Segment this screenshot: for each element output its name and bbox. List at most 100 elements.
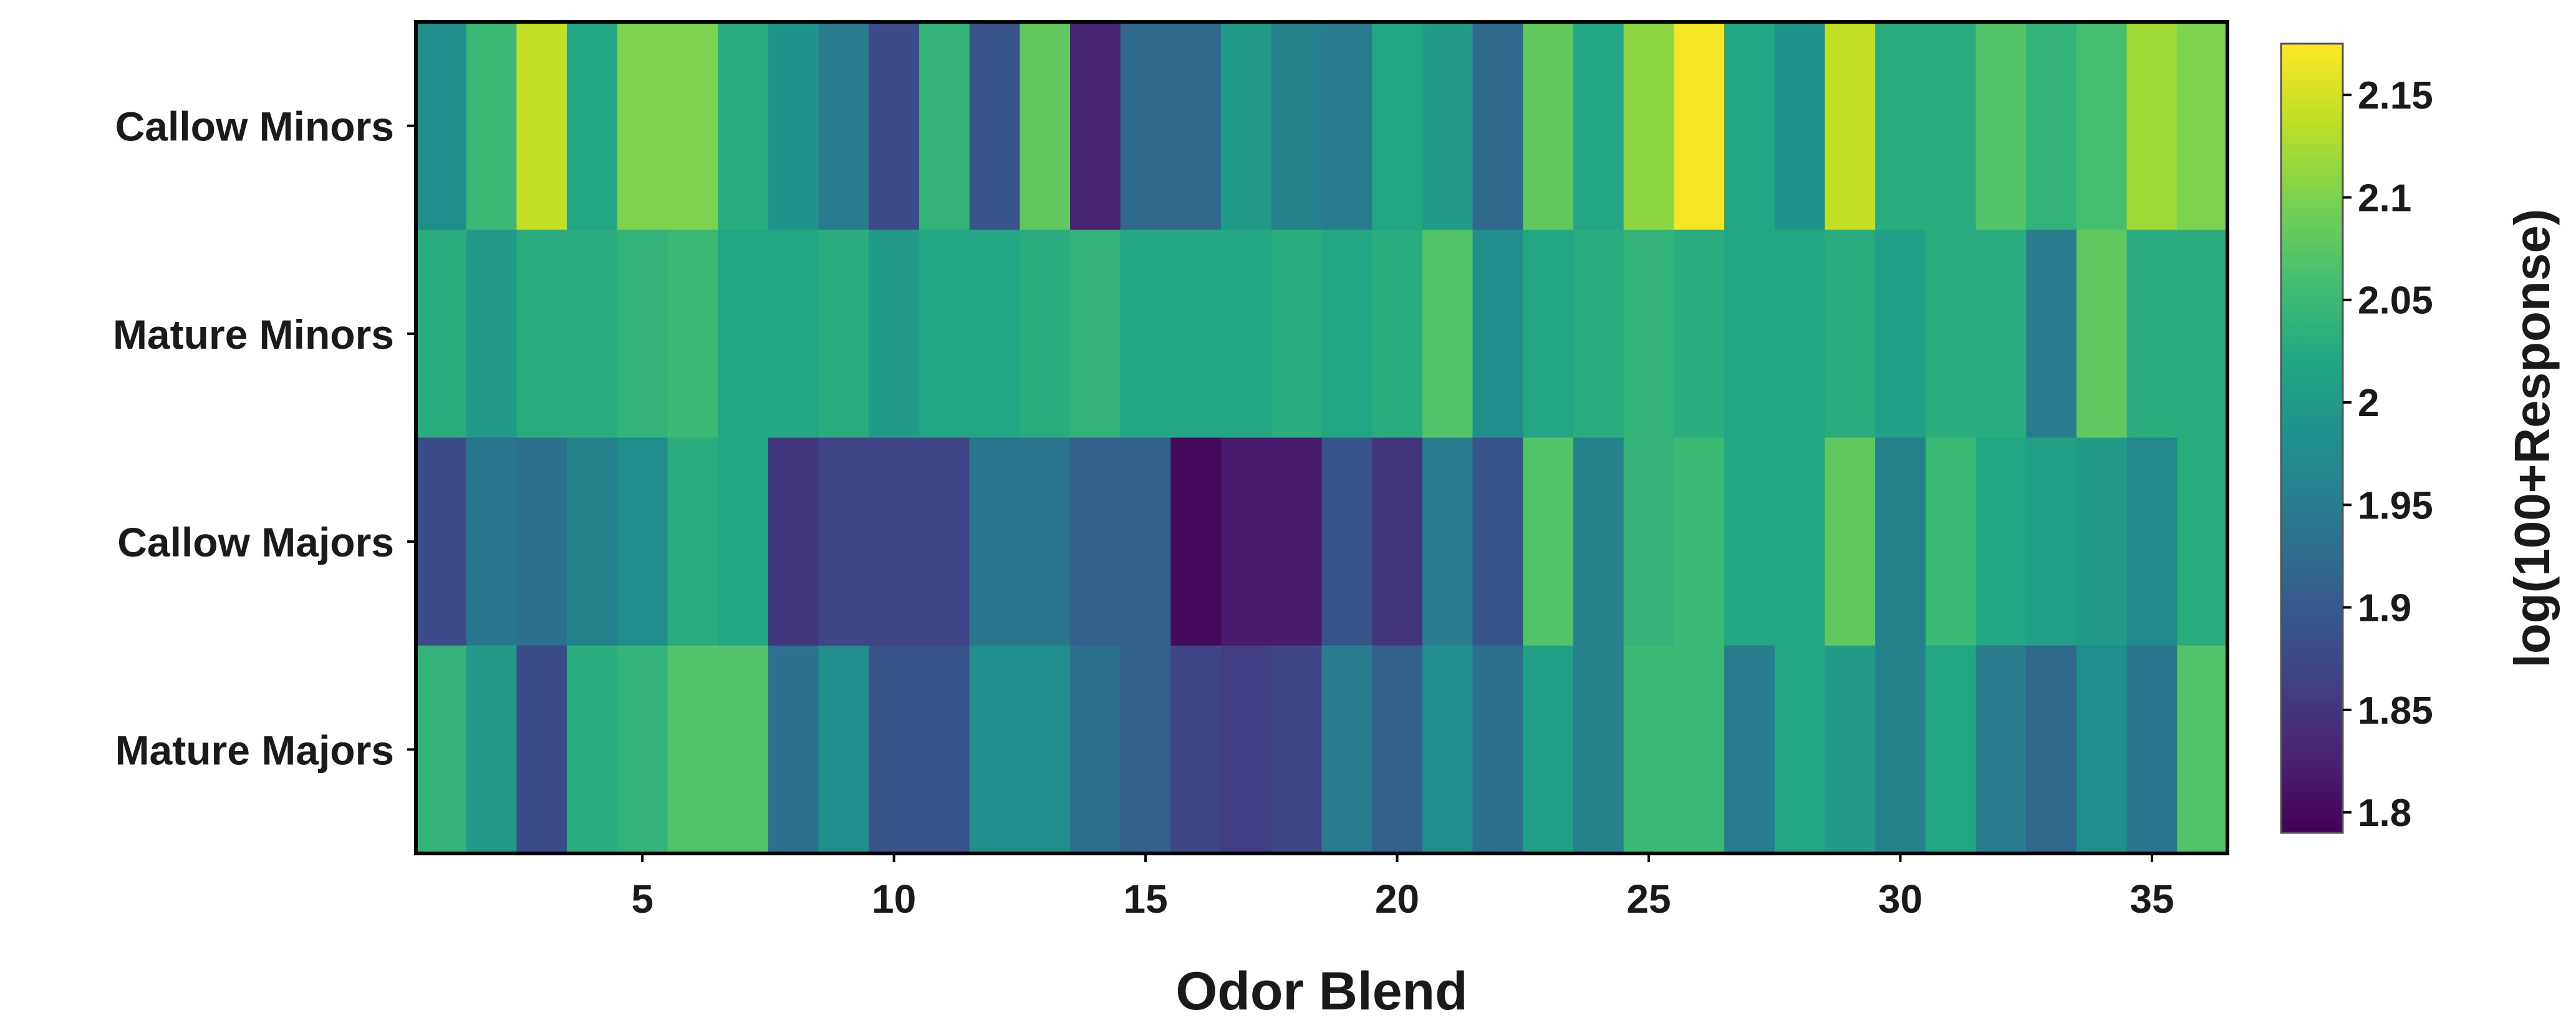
heatmap-cell <box>416 437 467 646</box>
heatmap-cell <box>1724 437 1775 646</box>
heatmap-cell <box>1724 645 1775 854</box>
heatmap-cell <box>1573 645 1624 854</box>
heatmap-cell <box>1020 645 1071 854</box>
heatmap-cell <box>1875 437 1926 646</box>
row-label: Mature Minors <box>113 311 394 357</box>
x-tick-label: 20 <box>1375 877 1419 921</box>
heatmap-cell <box>1674 230 1725 439</box>
heatmap-cell <box>1372 230 1423 439</box>
heatmap-cell <box>1170 437 1222 646</box>
heatmap-cell <box>1975 645 2027 854</box>
heatmap-cell <box>1674 22 1725 230</box>
heatmap-cell <box>1774 437 1826 646</box>
heatmap-cell <box>869 22 920 230</box>
heatmap-cell <box>2126 230 2178 439</box>
heatmap-cell <box>1925 437 1977 646</box>
x-axis-ticks: 5 10 15 20 25 30 35 <box>631 853 2174 921</box>
row-label: Callow Majors <box>117 519 394 565</box>
heatmap-cell <box>416 230 467 439</box>
heatmap-cells <box>416 22 2228 854</box>
heatmap-cell <box>1120 645 1172 854</box>
heatmap-cell <box>1271 645 1323 854</box>
heatmap-cell <box>2026 230 2077 439</box>
heatmap-cell <box>1875 230 1926 439</box>
heatmap-cell <box>1825 230 1876 439</box>
heatmap-cell <box>1925 230 1977 439</box>
heatmap-cell <box>416 645 467 854</box>
heatmap-cell <box>818 645 869 854</box>
heatmap-cell <box>768 22 819 230</box>
heatmap-cell <box>1623 645 1674 854</box>
heatmap-cell <box>1623 230 1674 439</box>
heatmap-cell <box>1120 437 1172 646</box>
plot-frame <box>414 20 2229 855</box>
heatmap-cell <box>869 645 920 854</box>
colorbar-ticks: 1.8 1.85 1.9 1.95 2 2.05 2.1 2.15 <box>2343 74 2433 835</box>
heatmap-cell <box>2076 22 2128 230</box>
heatmap-cell <box>516 645 567 854</box>
heatmap-cell <box>919 22 970 230</box>
heatmap-cell <box>869 230 920 439</box>
heatmap-cell <box>1875 645 1926 854</box>
heatmap-cell <box>1774 230 1826 439</box>
heatmap-cell <box>1523 230 1574 439</box>
heatmap-cell <box>1472 230 1523 439</box>
heatmap-cell <box>466 22 517 230</box>
heatmap-cell <box>1271 22 1323 230</box>
x-tick-label: 5 <box>631 877 654 921</box>
heatmap-cell <box>1221 230 1272 439</box>
heatmap-cell <box>2177 230 2228 439</box>
heatmap-cell <box>1070 437 1121 646</box>
colorbar-tick-label: 2.15 <box>2358 74 2433 117</box>
row-label: Callow Minors <box>115 104 394 150</box>
heatmap-cell <box>768 230 819 439</box>
x-tick-label: 15 <box>1123 877 1167 921</box>
heatmap-cell <box>617 22 668 230</box>
heatmap-cell <box>1372 645 1423 854</box>
heatmap-cell <box>567 645 618 854</box>
heatmap-cell <box>1573 230 1624 439</box>
heatmap-cell <box>1825 437 1876 646</box>
heatmap-cell <box>416 22 467 230</box>
heatmap-cell <box>2076 437 2128 646</box>
heatmap-cell <box>1422 22 1474 230</box>
heatmap-cell <box>2026 437 2077 646</box>
heatmap-cell <box>667 230 718 439</box>
heatmap-cell <box>969 645 1020 854</box>
heatmap-cell <box>567 437 618 646</box>
heatmap-cell <box>1221 437 1272 646</box>
heatmap-cell <box>516 230 567 439</box>
y-axis-row-labels: Callow Minors Mature Minors Callow Majors M… <box>113 104 416 773</box>
heatmap-cell <box>1321 230 1372 439</box>
heatmap-cell <box>969 22 1020 230</box>
heatmap-cell <box>1422 645 1474 854</box>
heatmap-cell <box>617 437 668 646</box>
heatmap-cell <box>1825 22 1876 230</box>
heatmap-cell <box>1724 22 1775 230</box>
colorbar-tick-label: 1.95 <box>2358 484 2433 527</box>
heatmap-cell <box>1372 437 1423 646</box>
heatmap-cell <box>1170 230 1222 439</box>
heatmap-cell <box>818 22 869 230</box>
heatmap-cell <box>466 230 517 439</box>
heatmap-cell <box>1573 437 1624 646</box>
heatmap-cell <box>768 645 819 854</box>
heatmap-cell <box>567 22 618 230</box>
heatmap-cell <box>1070 230 1121 439</box>
heatmap-cell <box>2026 645 2077 854</box>
colorbar-tick-label: 2.1 <box>2358 177 2411 220</box>
heatmap-cell <box>869 437 920 646</box>
heatmap-cell <box>1221 645 1272 854</box>
heatmap-cell <box>1975 437 2027 646</box>
heatmap-cell <box>1020 437 1071 646</box>
heatmap-cell <box>1422 230 1474 439</box>
heatmap-cell <box>2076 230 2128 439</box>
heatmap-cell <box>466 437 517 646</box>
heatmap-cell <box>1321 22 1372 230</box>
heatmap-cell <box>1321 437 1372 646</box>
heatmap-cell <box>1925 645 1977 854</box>
heatmap-cell <box>2026 22 2077 230</box>
heatmap-cell <box>1724 230 1775 439</box>
heatmap-cell <box>1120 230 1172 439</box>
heatmap-cell <box>1523 645 1574 854</box>
